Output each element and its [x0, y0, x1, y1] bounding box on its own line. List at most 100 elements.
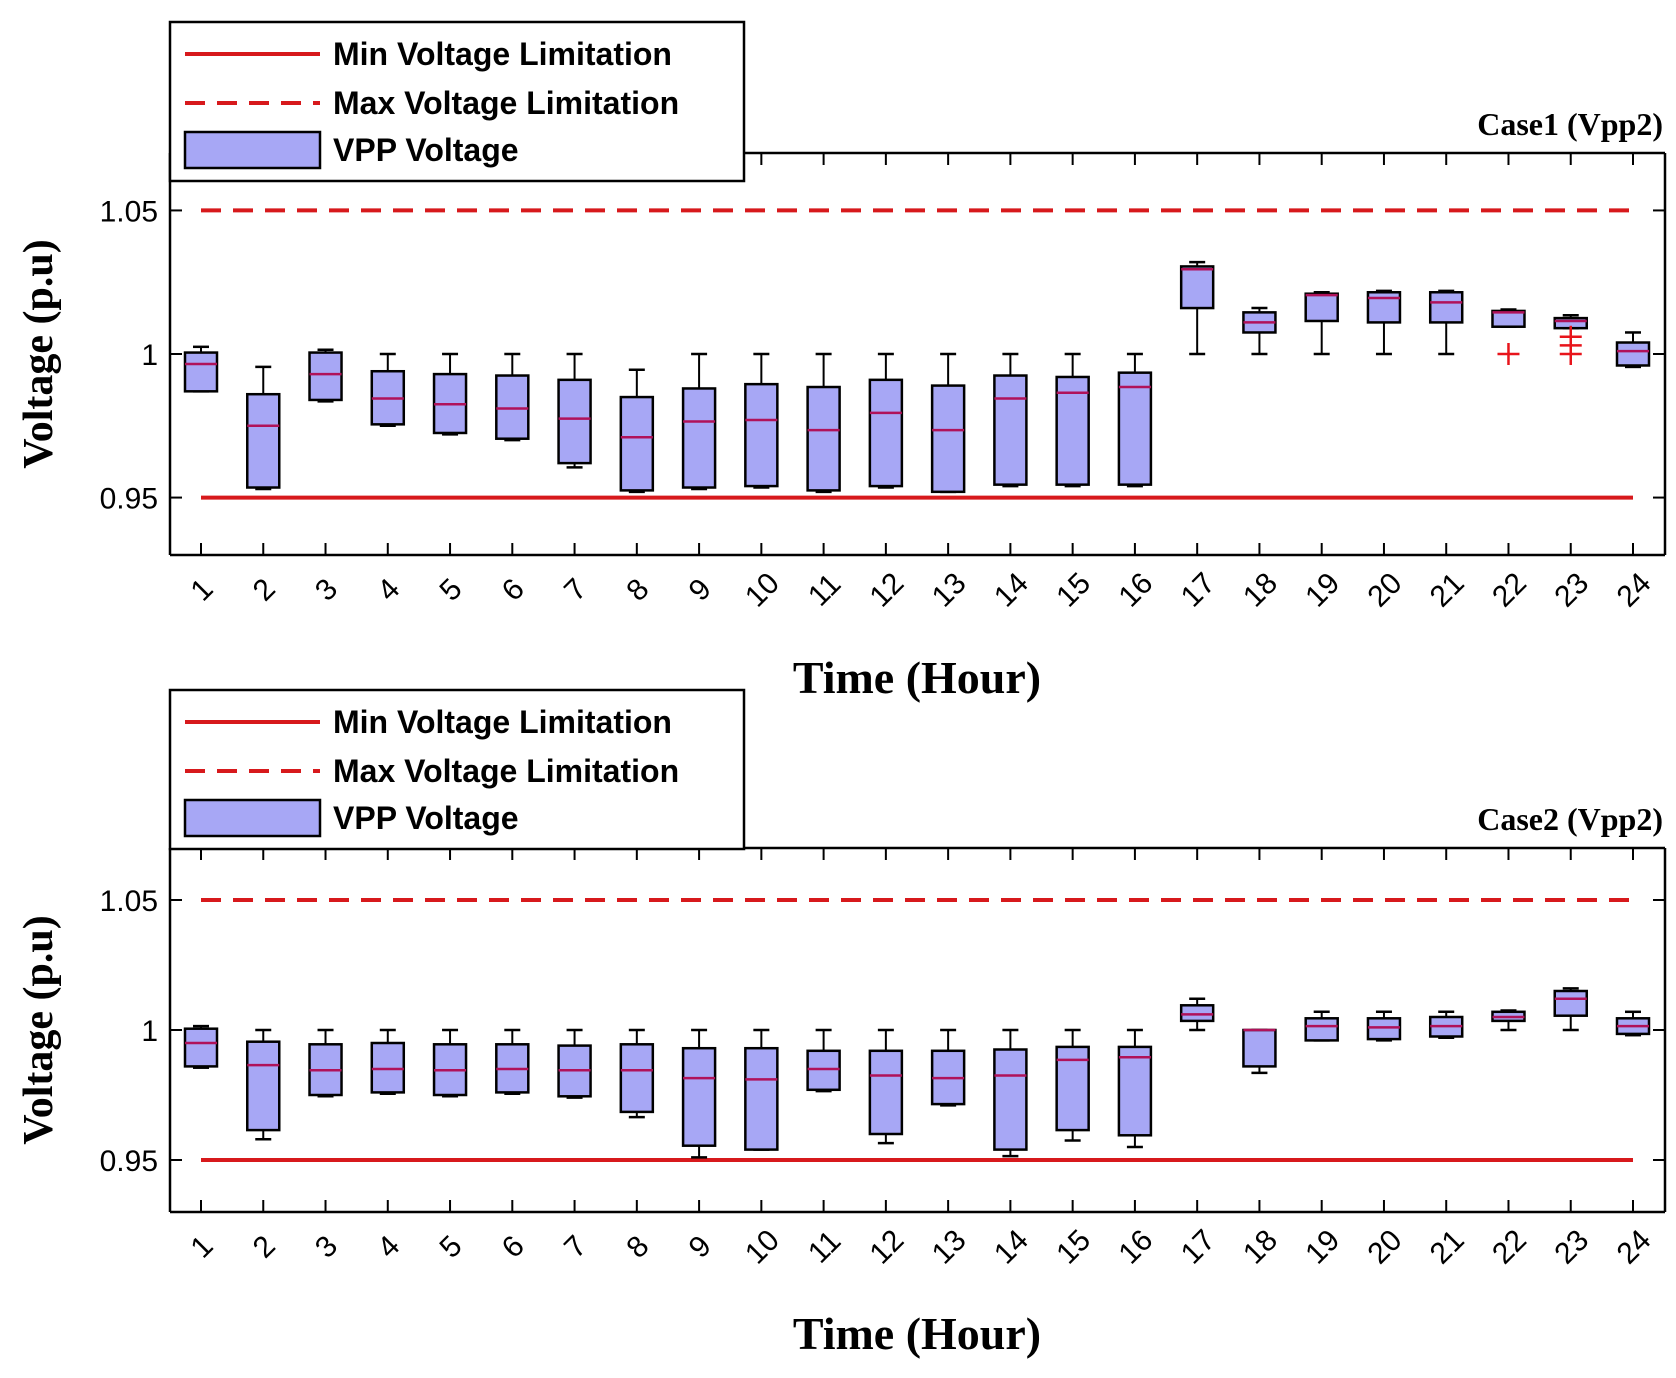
box-hour-4 [370, 1028, 406, 1095]
x-tick-label: 15 [1050, 1224, 1097, 1271]
x-tick-label: 21 [1424, 567, 1471, 614]
box-iqr [993, 374, 1028, 486]
box-iqr [993, 1048, 1028, 1151]
box-hour-3 [308, 348, 343, 403]
x-tick-label: 14 [988, 567, 1035, 614]
x-tick-label: 10 [739, 567, 786, 614]
box-iqr [183, 1027, 219, 1068]
legend-label: Min Voltage Limitation [333, 704, 672, 740]
box-hour-8 [619, 1028, 655, 1119]
x-tick-label: 24 [1611, 567, 1658, 614]
box-hour-15 [1055, 1028, 1090, 1142]
box-hour-13 [930, 352, 966, 494]
box-hour-8 [619, 368, 655, 494]
box-iqr [246, 392, 281, 489]
box-iqr [1615, 341, 1651, 367]
x-tick-label: 13 [926, 567, 973, 614]
x-tick-label: 7 [558, 572, 593, 607]
box-hour-20 [1366, 289, 1402, 356]
box-iqr [1491, 309, 1526, 328]
legend-label: Max Voltage Limitation [333, 85, 679, 121]
x-tick-label: 1 [184, 572, 219, 607]
box-iqr [868, 378, 904, 488]
legend-label: VPP Voltage [333, 132, 519, 168]
box-hour-9 [681, 1028, 717, 1159]
x-tick-label: 4 [371, 572, 406, 607]
box-hour-9 [681, 352, 717, 491]
y-tick-label: 1.05 [100, 885, 158, 918]
x-tick-label: 21 [1424, 1224, 1471, 1271]
x-tick-label: 2 [247, 1229, 282, 1264]
box-iqr [1553, 989, 1588, 1017]
box-iqr [1179, 265, 1215, 310]
box-hour-21 [1428, 1010, 1464, 1040]
box-hour-1 [183, 345, 219, 393]
box-iqr [1304, 1017, 1339, 1042]
x-tick-label: 6 [496, 1229, 531, 1264]
x-tick-label: 5 [434, 1229, 469, 1264]
x-tick-label: 23 [1548, 567, 1595, 614]
x-tick-label: 5 [434, 572, 469, 607]
box-iqr [1117, 1045, 1153, 1137]
box-iqr [681, 387, 717, 489]
box-hour-16 [1117, 352, 1153, 488]
x-axis-label: Time (Hour) [793, 1308, 1041, 1359]
box-hour-2 [246, 1028, 281, 1141]
x-tick-label: 18 [1237, 567, 1284, 614]
box-hour-17 [1179, 260, 1215, 356]
box-iqr [806, 1049, 841, 1092]
box-hour-15 [1055, 352, 1090, 488]
x-tick-label: 15 [1050, 567, 1097, 614]
x-tick-label: 23 [1548, 1224, 1595, 1271]
box-hour-7 [557, 1028, 592, 1099]
box-hour-11 [806, 352, 841, 494]
box-hour-4 [370, 352, 406, 428]
box-hour-3 [308, 1028, 343, 1098]
box-hour-10 [744, 1028, 779, 1151]
box-iqr [246, 1040, 281, 1132]
x-tick-label: 9 [683, 1229, 718, 1264]
box-iqr [868, 1049, 904, 1136]
legend-label: VPP Voltage [333, 800, 519, 836]
x-tick-label: 7 [558, 1229, 593, 1264]
box-iqr [308, 351, 343, 402]
box-hour-14 [993, 1028, 1028, 1158]
box-hour-6 [495, 352, 530, 442]
box-iqr [1242, 1028, 1277, 1068]
box-hour-12 [868, 352, 904, 489]
x-tick-label: 12 [863, 1224, 910, 1271]
box-hour-7 [557, 352, 592, 469]
box-hour-23 [1553, 987, 1588, 1032]
box-hour-14 [993, 352, 1028, 488]
box-hour-18 [1242, 306, 1277, 356]
x-tick-label: 2 [247, 572, 282, 607]
box-iqr [681, 1046, 717, 1147]
box-hour-5 [432, 352, 468, 436]
box-iqr [806, 385, 841, 492]
box-iqr [1304, 292, 1339, 323]
x-tick-label: 14 [988, 1224, 1035, 1271]
box-hour-16 [1117, 1028, 1153, 1149]
box-hour-20 [1366, 1010, 1402, 1042]
x-tick-label: 20 [1362, 567, 1409, 614]
box-iqr [1055, 375, 1090, 486]
x-tick-label: 18 [1237, 1224, 1284, 1271]
y-tick-label: 0.95 [100, 483, 158, 516]
y-tick-label: 1 [141, 339, 158, 372]
box-hour-19 [1304, 291, 1339, 356]
x-tick-label: 3 [309, 572, 344, 607]
legend-vpp-swatch [183, 798, 322, 838]
box-iqr [744, 1046, 779, 1151]
box-iqr [744, 382, 779, 488]
y-tick-label: 1 [141, 1015, 158, 1048]
x-tick-label: 17 [1175, 567, 1222, 614]
x-tick-label: 24 [1611, 1224, 1658, 1271]
box-iqr [930, 384, 966, 494]
x-tick-label: 12 [863, 567, 910, 614]
x-tick-label: 8 [620, 572, 655, 607]
x-tick-label: 9 [683, 572, 718, 607]
box-iqr [619, 395, 655, 492]
legend-vpp-swatch [183, 130, 322, 170]
box-iqr [183, 351, 219, 393]
box-iqr [370, 1041, 406, 1094]
